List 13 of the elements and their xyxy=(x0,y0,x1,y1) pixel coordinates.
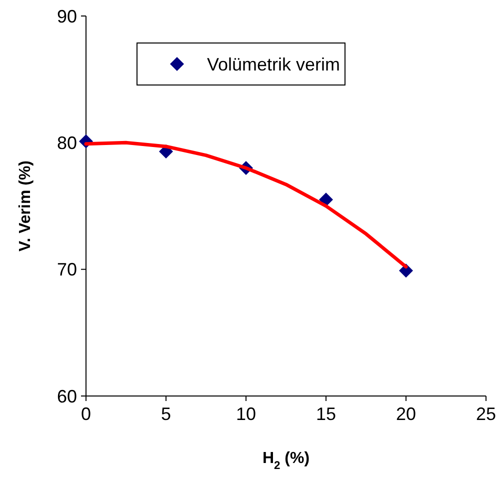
x-tick-label: 0 xyxy=(80,404,92,424)
x-tick-label: 5 xyxy=(160,404,172,424)
x-tick-label: 20 xyxy=(396,404,416,424)
x-axis-title: H$_{2}$ (%) xyxy=(262,450,310,472)
y-tick-label: 70 xyxy=(56,260,77,280)
y-axis-title: V. Verim (%) xyxy=(17,160,34,252)
x-tick-label: 10 xyxy=(236,404,256,424)
y-tick-label: 80 xyxy=(56,132,77,153)
y-tick-label: 90 xyxy=(56,6,77,26)
x-tick-label: 25 xyxy=(476,404,496,424)
legend-label: Volümetrik verim xyxy=(207,54,340,74)
y-tick-label: 60 xyxy=(56,386,77,406)
x-tick-label: 15 xyxy=(316,404,336,424)
